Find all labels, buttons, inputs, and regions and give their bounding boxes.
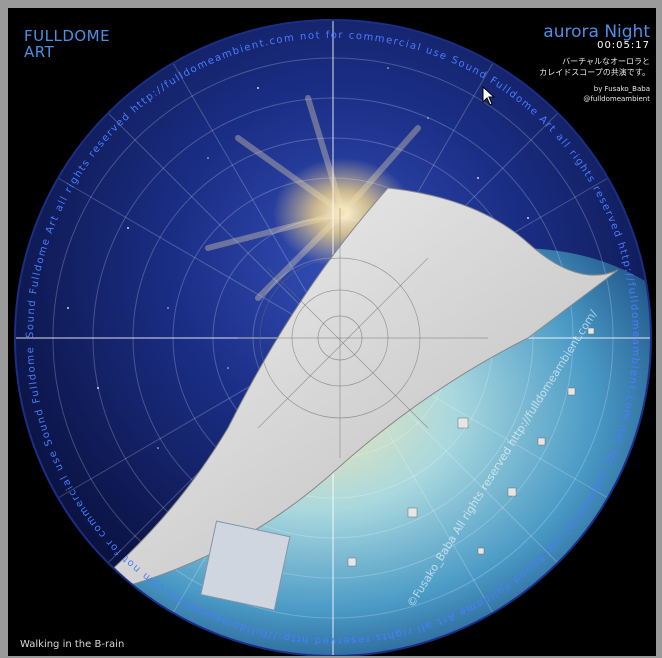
dome-rim: [14, 19, 652, 656]
ocean-cubes: [347, 327, 595, 567]
show-credit: by Fusako_Baba @fulldomeambient: [583, 85, 650, 103]
show-title: aurora Night: [543, 22, 650, 42]
stars: [67, 67, 529, 449]
page-curl-grid: [238, 208, 488, 458]
mouse-pointer-icon: [482, 86, 496, 106]
fulldome-image[interactable]: ©Fusako_Baba All rights reserved http://…: [8, 8, 656, 656]
floating-cube: [200, 520, 291, 611]
page-curl: [77, 187, 619, 599]
aurora-rays: [205, 95, 421, 301]
caption: Walking in the B-rain: [20, 639, 125, 650]
video-frame[interactable]: ©Fusako_Baba All rights reserved http://…: [8, 8, 656, 656]
brand-label: FULLDOME ART: [24, 27, 111, 61]
show-description: バーチャルなオーロラと カレイドスコープの共演です。: [539, 57, 650, 77]
show-timestamp: 00:05:17: [597, 40, 650, 51]
